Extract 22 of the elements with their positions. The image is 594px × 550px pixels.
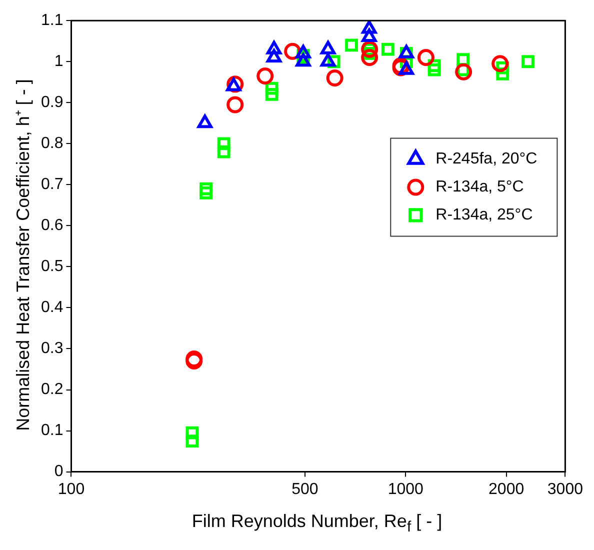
y-tick-label: 0.3 bbox=[40, 340, 64, 358]
y-tick-label: 0.1 bbox=[40, 422, 64, 440]
x-tick-label: 500 bbox=[292, 480, 318, 498]
legend-label: R-245fa, 20°C bbox=[436, 150, 538, 168]
legend-label: R-134a, 5°C bbox=[436, 178, 524, 196]
legend-label: R-134a, 25°C bbox=[436, 206, 533, 224]
y-tick-label: 0.4 bbox=[40, 299, 64, 316]
y-tick-label: 1 bbox=[54, 53, 64, 70]
x-tick-label: 2000 bbox=[488, 480, 524, 498]
y-tick-label: 0.9 bbox=[40, 94, 64, 112]
y-tick-label: 1.1 bbox=[40, 12, 64, 30]
y-tick-label: 0.8 bbox=[40, 135, 64, 152]
y-tick-label: 0 bbox=[54, 463, 64, 480]
x-tick-label: 3000 bbox=[547, 480, 584, 498]
y-tick-label: 0.5 bbox=[40, 258, 64, 276]
y-tick-label: 0.7 bbox=[40, 176, 64, 194]
x-tick-label: 100 bbox=[58, 480, 85, 498]
y-tick-label: 0.2 bbox=[40, 381, 64, 398]
y-axis-title: Normalised Heat Transfer Coefficient, h⁺ [ - ] bbox=[12, 79, 34, 431]
x-axis-title: Film Reynolds Number, Re$_{f}$ [ - ] bbox=[190, 511, 444, 536]
y-tick-label: 0.6 bbox=[40, 217, 64, 234]
x-tick-label: 1000 bbox=[388, 480, 424, 498]
